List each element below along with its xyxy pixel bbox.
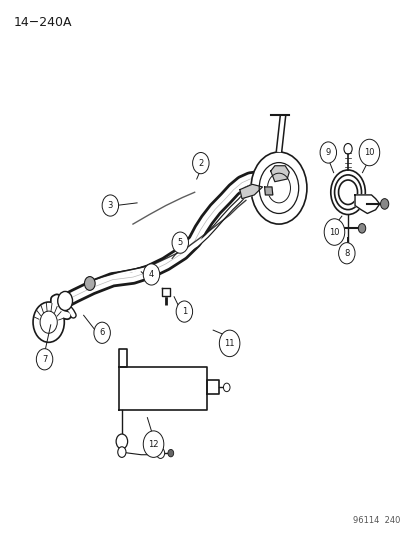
Polygon shape [161,288,170,296]
Circle shape [219,330,239,357]
Circle shape [36,349,53,370]
Circle shape [143,264,159,285]
Polygon shape [206,381,219,394]
Circle shape [57,292,72,311]
Text: 12: 12 [148,440,159,449]
Text: 7: 7 [42,355,47,364]
Circle shape [102,195,118,216]
Circle shape [156,448,164,458]
Text: 8: 8 [343,249,349,258]
Circle shape [33,302,64,342]
Text: 1: 1 [181,307,187,316]
Circle shape [192,152,209,174]
Text: 6: 6 [99,328,104,337]
Polygon shape [118,349,126,367]
Circle shape [116,434,127,449]
Text: 14−240A: 14−240A [14,16,72,29]
Text: 4: 4 [149,270,154,279]
Circle shape [319,142,336,163]
Circle shape [323,219,344,245]
Circle shape [380,199,388,209]
Text: 11: 11 [224,339,234,348]
Circle shape [168,449,173,457]
Circle shape [94,322,110,343]
Circle shape [117,447,126,457]
Circle shape [250,152,306,224]
Text: 5: 5 [177,238,183,247]
Circle shape [143,431,164,457]
Polygon shape [239,184,262,199]
Text: 9: 9 [325,148,330,157]
Text: 10: 10 [363,148,374,157]
Polygon shape [270,166,289,182]
Polygon shape [354,195,379,214]
Circle shape [176,301,192,322]
Text: 2: 2 [198,159,203,167]
Circle shape [338,243,354,264]
Text: 96114  240: 96114 240 [352,516,399,525]
Circle shape [172,232,188,253]
Circle shape [84,277,95,290]
Circle shape [358,139,379,166]
Circle shape [223,383,230,392]
Text: 10: 10 [328,228,339,237]
Circle shape [343,143,351,154]
Circle shape [358,223,365,233]
Polygon shape [118,367,206,410]
Polygon shape [264,187,272,195]
Text: 3: 3 [107,201,113,210]
